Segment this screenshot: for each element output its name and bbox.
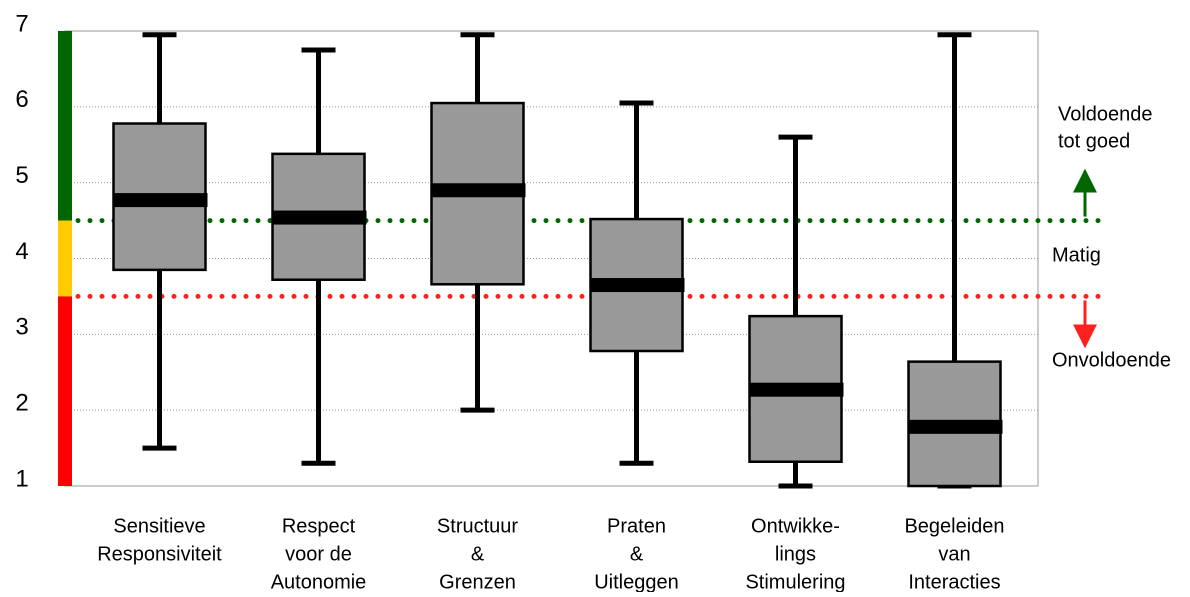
x-tick-label: van xyxy=(938,543,970,565)
y-tick-label: 7 xyxy=(15,10,28,37)
annotation: tot goed xyxy=(1058,130,1130,152)
x-tick-label: Begeleiden xyxy=(904,515,1004,537)
y-tick-label: 6 xyxy=(15,86,28,113)
x-tick-label: Interacties xyxy=(908,571,1000,592)
x-tick-label: Respect xyxy=(282,515,356,537)
x-tick-label: Autonomie xyxy=(271,571,367,592)
median xyxy=(272,210,367,225)
annotation: Onvoldoende xyxy=(1052,349,1171,371)
median xyxy=(431,183,526,198)
x-tick-label: & xyxy=(471,543,485,565)
x-tick-label: Ontwikke- xyxy=(751,515,840,537)
x-tick-label: voor de xyxy=(285,543,352,565)
x-tick-label: Responsiviteit xyxy=(97,543,222,565)
x-tick-label: Stimulering xyxy=(745,571,845,592)
median xyxy=(113,193,208,208)
y-tick-label: 1 xyxy=(15,465,28,492)
x-tick-label: Sensitieve xyxy=(113,515,205,537)
median xyxy=(590,278,685,293)
y-tick-label: 2 xyxy=(15,390,28,417)
x-tick-label: Structuur xyxy=(437,515,518,537)
annotation: Voldoende xyxy=(1058,103,1153,125)
zone-bar xyxy=(58,220,72,297)
median xyxy=(749,382,844,397)
x-tick-label: lings xyxy=(775,543,816,565)
zone-bar xyxy=(58,31,72,221)
zone-bar xyxy=(58,296,72,486)
x-tick-label: Praten xyxy=(607,515,666,537)
median xyxy=(908,419,1003,434)
annotation: Matig xyxy=(1052,244,1101,266)
x-tick-label: & xyxy=(630,543,644,565)
y-tick-label: 3 xyxy=(15,314,28,341)
y-tick-label: 5 xyxy=(15,162,28,189)
y-tick-label: 4 xyxy=(15,238,28,265)
x-tick-label: Uitleggen xyxy=(594,571,679,592)
x-tick-label: Grenzen xyxy=(439,571,516,592)
